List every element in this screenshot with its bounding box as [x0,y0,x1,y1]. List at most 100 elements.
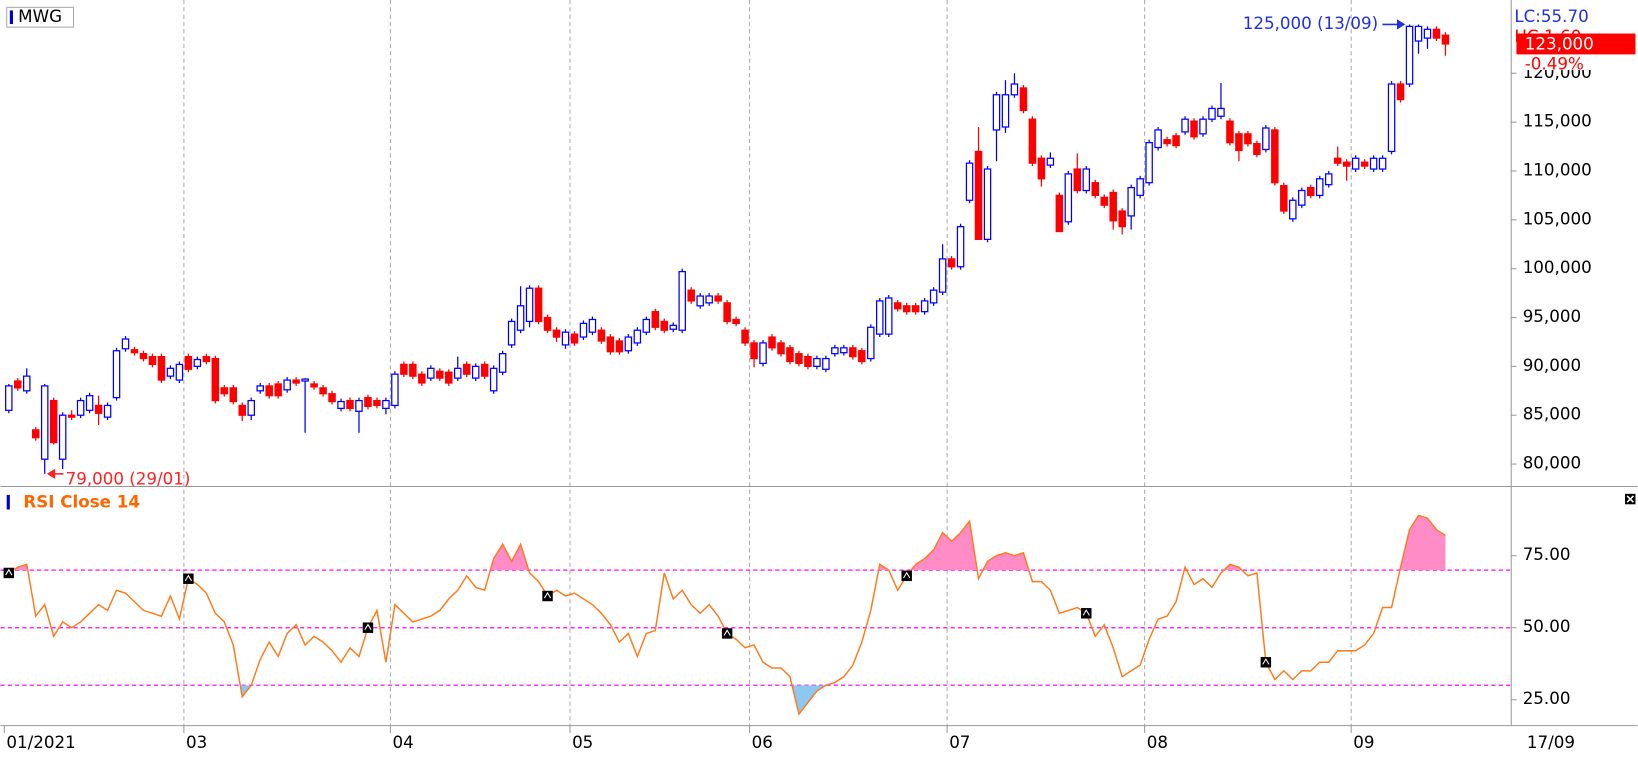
signal-marker [183,573,194,584]
candle-body [642,318,651,333]
x-tick-label: 03 [186,732,207,752]
candle-body [445,371,453,384]
candle-body [148,355,157,366]
y-tick-label: 100,000 [1523,257,1592,277]
candle-body [283,379,291,391]
candle-body [67,414,76,418]
candle-body [1396,83,1405,101]
candle-body [1423,28,1432,39]
candle-body [597,329,606,342]
candle-body [1118,210,1126,228]
candle-body [822,357,830,370]
candle-body [1405,25,1414,85]
candle-body [1253,142,1261,155]
candle-body [660,320,669,331]
close-icon [1626,495,1634,503]
candle-body [355,399,363,412]
candle-body [561,331,570,346]
candle-body [1163,139,1171,145]
candle-body [651,311,660,328]
candle-body [85,395,94,411]
candle-body [714,295,722,302]
x-tick-label: 09 [1353,732,1374,752]
candle-body [265,385,273,397]
candle-body [247,399,255,416]
candle-body [831,347,839,355]
candle-body [184,355,193,370]
candle-body [274,383,282,397]
candle-body [112,350,121,399]
candle-body [391,373,399,407]
annotation-arrowhead [1397,19,1406,30]
candle-body [1109,191,1117,222]
candle-body [193,358,202,367]
signal-marker [1081,608,1092,619]
last-close-label: 123,000 [1525,34,1594,54]
candle-body [1378,157,1387,170]
candle-body [211,357,220,402]
x-tick-label: 07 [949,732,970,752]
y-tick-label: 105,000 [1523,208,1592,228]
candle-body [1028,118,1037,164]
candle-body [328,393,336,403]
signal-glyph [1082,609,1090,616]
candle-body [1271,129,1279,184]
candle-body [1145,142,1153,184]
candle-body [337,400,345,410]
signal-marker [721,628,733,639]
x-tick-label: 04 [392,732,413,752]
candle-body [1082,168,1091,192]
candle-body [480,363,489,377]
candle-body [678,270,686,331]
candle-body [1289,199,1297,220]
candle-body [94,404,103,414]
candle-body [14,380,22,389]
candle-body [956,226,965,268]
signal-glyph [1262,658,1270,665]
candle-body [741,329,749,344]
candle-body [1387,83,1396,153]
y-tick-label: 75.00 [1523,544,1571,564]
candle-body [687,289,695,302]
candle-body [884,297,893,335]
candle-body [974,150,983,240]
candle-body [965,162,974,201]
candle-body [427,367,435,379]
candle-body [130,349,139,354]
signal-glyph [184,574,192,582]
candle-body [157,355,166,381]
candle-body [1199,118,1207,135]
candle-body [840,347,848,354]
candle-body [1172,135,1180,147]
candle-body [768,336,776,349]
candle-body [1298,189,1306,206]
candle-body [418,373,426,384]
last-close-box [1516,33,1636,55]
candle-body [1360,161,1369,167]
candle-body [103,404,112,418]
candle-body [58,414,67,460]
candle-body [1154,129,1162,149]
candle-body [382,399,390,410]
candle-body [220,387,229,395]
candle-body [121,338,130,350]
candle-body [920,300,929,313]
candle-body [1019,87,1028,112]
candle-body [1217,107,1225,117]
candle-body [911,305,920,313]
candle-body [76,399,85,416]
candle-body [1244,133,1252,145]
candle-body [22,375,31,392]
candle-body [606,336,615,353]
signal-glyph [5,568,13,576]
candle-body [1351,157,1360,170]
candle-body [579,322,588,338]
candle-body [804,355,812,367]
candle-body [229,387,238,403]
signal-glyph [543,591,552,599]
y-tick-label: 115,000 [1523,111,1592,131]
candle-body [166,367,175,377]
